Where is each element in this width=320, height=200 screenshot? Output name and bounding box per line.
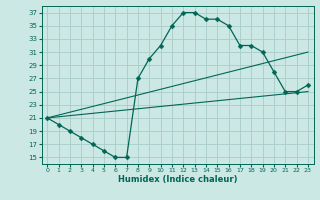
X-axis label: Humidex (Indice chaleur): Humidex (Indice chaleur) bbox=[118, 175, 237, 184]
